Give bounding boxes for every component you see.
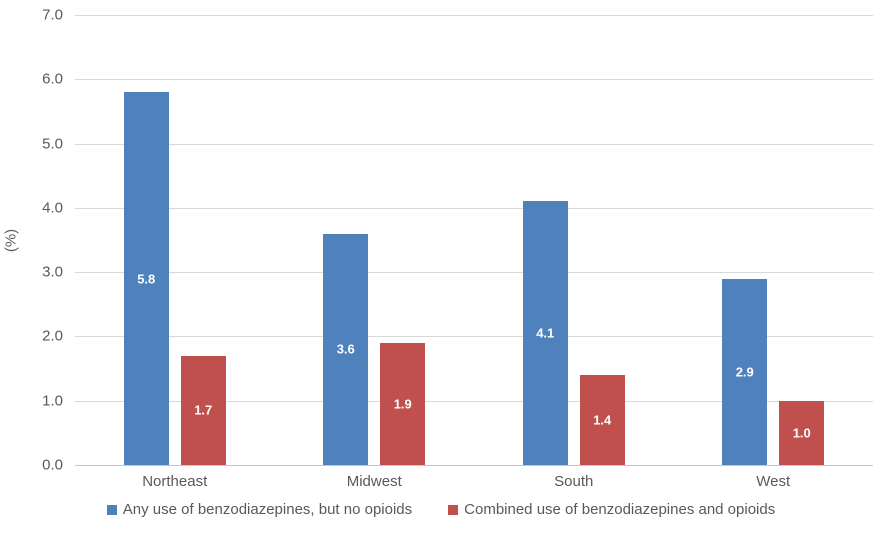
bar-value-label: 4.1 <box>536 325 555 341</box>
bar-value-label: 1.7 <box>194 402 213 418</box>
y-tick-label: 5.0 <box>42 135 63 153</box>
y-tick-label: 2.0 <box>42 327 63 345</box>
legend-label: Combined use of benzodiazepines and opio… <box>464 501 776 518</box>
bar-west-benzo-no-opioids: 2.9 <box>722 278 768 465</box>
y-tick-label: 1.0 <box>42 392 63 410</box>
y-tick-label: 6.0 <box>42 70 63 88</box>
legend-item-benzo-and-opioids: Combined use of benzodiazepines and opio… <box>448 501 775 518</box>
x-tick-label-northeast: Northeast <box>142 473 208 490</box>
bar-value-label: 3.6 <box>336 341 355 357</box>
bar-midwest-benzo-no-opioids: 3.6 <box>323 233 369 465</box>
gridline <box>75 336 873 338</box>
bar-value-label: 1.0 <box>792 425 811 441</box>
y-tick-label: 7.0 <box>42 6 63 24</box>
gridline <box>75 272 873 274</box>
y-tick-label: 0.0 <box>42 456 63 474</box>
bar-northeast-benzo-and-opioids: 1.7 <box>180 355 226 465</box>
gridline <box>75 79 873 81</box>
plot-area: 5.8 1.7 Northeast 3.6 1.9 Midwest 4.1 1.4 South 2… <box>75 15 873 490</box>
bar-value-label: 1.4 <box>593 412 612 428</box>
x-tick-label-west: West <box>756 473 791 490</box>
x-tick-label-midwest: Midwest <box>346 473 402 490</box>
gridline <box>75 400 873 402</box>
legend-label: Any use of benzodiazepines, but no opioi… <box>122 501 413 518</box>
bar-midwest-benzo-and-opioids: 1.9 <box>380 342 426 465</box>
legend: Any use of benzodiazepines, but no opioi… <box>0 501 882 518</box>
legend-swatch-blue-icon <box>106 504 117 515</box>
legend-item-benzo-no-opioids: Any use of benzodiazepines, but no opioi… <box>106 501 413 518</box>
y-axis-tick-labels: 0.0 1.0 2.0 3.0 4.0 5.0 6.0 7.0 <box>3 0 63 533</box>
y-tick-label: 3.0 <box>42 263 63 281</box>
x-tick-label-south: South <box>554 473 594 490</box>
bar-value-label: 5.8 <box>137 271 156 287</box>
bar-south-benzo-and-opioids: 1.4 <box>579 375 625 465</box>
bar-west-benzo-and-opioids: 1.0 <box>779 400 825 465</box>
bar-northeast-benzo-no-opioids: 5.8 <box>123 92 169 465</box>
y-tick-label: 4.0 <box>42 199 63 217</box>
x-axis-line <box>75 465 873 466</box>
bar-south-benzo-no-opioids: 4.1 <box>522 201 568 465</box>
bar-value-label: 2.9 <box>735 364 754 380</box>
gridline <box>75 15 873 16</box>
legend-swatch-red-icon <box>448 504 459 515</box>
gridline <box>75 207 873 209</box>
gridline <box>75 143 873 145</box>
bar-value-label: 1.9 <box>393 396 412 412</box>
